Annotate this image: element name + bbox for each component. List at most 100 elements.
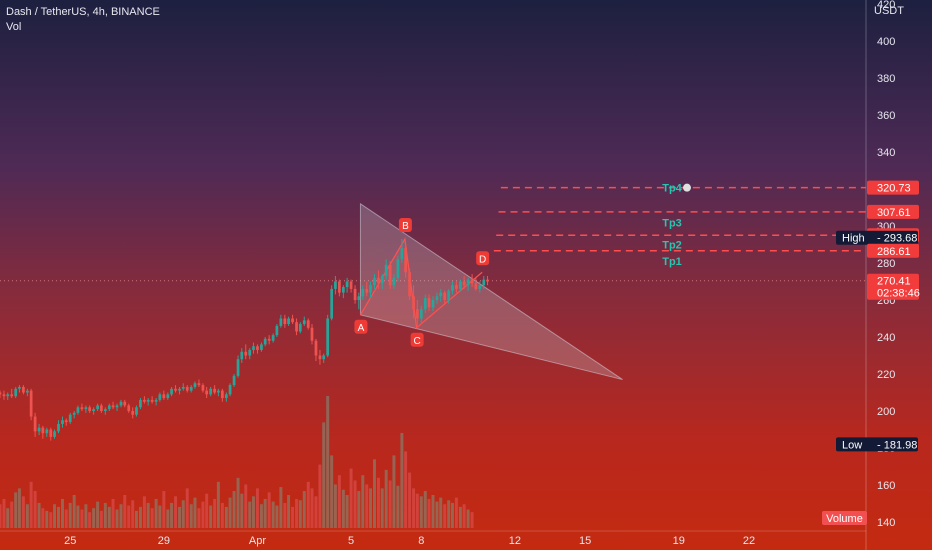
volume-bar — [10, 501, 14, 528]
price-badge — [867, 273, 919, 300]
candle-body — [185, 386, 189, 391]
volume-bar — [345, 495, 349, 528]
volume-bar — [193, 497, 197, 528]
candle-body — [338, 281, 341, 293]
volume-bar — [131, 500, 135, 528]
price-badge-value: 320.73 — [877, 183, 911, 195]
volume-bar — [14, 492, 18, 528]
badge-prefix: High — [842, 233, 865, 245]
volume-bar — [365, 484, 369, 528]
volume-bar — [306, 481, 310, 528]
volume-bar — [64, 509, 68, 528]
candle-body — [220, 390, 224, 399]
volume-indicator-label: Vol — [6, 21, 22, 33]
volume-bar — [404, 451, 408, 528]
volume-bar — [146, 502, 150, 528]
candle-body — [244, 351, 248, 356]
volume-bar — [396, 485, 400, 528]
candle-body — [271, 335, 275, 341]
volume-bar — [216, 481, 220, 528]
candle-body — [154, 399, 158, 402]
volume-bar — [29, 481, 33, 528]
pattern-point-badge — [398, 217, 412, 232]
volume-bar — [49, 512, 53, 528]
volume-bar — [33, 491, 37, 528]
candle-body — [143, 399, 146, 402]
volume-bar — [470, 512, 474, 528]
volume-bar — [412, 488, 416, 528]
volume-bar — [0, 504, 2, 528]
candle-body — [443, 292, 447, 300]
volume-bar — [119, 504, 123, 528]
pattern-point-badge — [354, 319, 368, 334]
pattern-point-label: D — [479, 254, 486, 265]
candle-body — [84, 407, 88, 410]
candle-body — [275, 325, 279, 336]
candle-body — [470, 279, 474, 284]
volume-bar — [236, 477, 240, 528]
candle-body — [213, 388, 216, 393]
candle-body — [0, 392, 2, 395]
candle-body — [451, 285, 454, 291]
volume-bar — [443, 504, 447, 528]
candle-body — [99, 405, 103, 411]
candle-body — [256, 346, 259, 350]
volume-bar — [392, 455, 396, 528]
target-label: Tp4 — [662, 183, 682, 195]
candle-body — [369, 285, 372, 293]
volume-bar — [150, 508, 154, 528]
high-badge — [836, 230, 918, 245]
candle-body — [396, 259, 400, 278]
candle-body — [431, 300, 435, 308]
target-label: Tp2 — [662, 240, 682, 252]
candle-body — [435, 296, 439, 300]
candle-body — [33, 416, 37, 432]
volume-bar — [400, 432, 404, 528]
volume-bar — [170, 502, 174, 528]
candle-body — [486, 279, 489, 282]
candle-body — [353, 288, 357, 300]
time-tick-label: 15 — [579, 535, 591, 547]
volume-bar — [283, 502, 287, 528]
candle-body — [459, 281, 462, 289]
volume-bar — [267, 492, 271, 528]
volume-bar — [373, 459, 376, 528]
volume-legend-badge — [822, 511, 867, 525]
candle-body — [423, 298, 427, 310]
candle-body — [252, 346, 255, 350]
candle-body — [68, 414, 72, 423]
candle-body — [139, 399, 142, 408]
volume-bar — [439, 497, 443, 528]
volume-bar — [224, 506, 228, 528]
volume-bar — [466, 509, 470, 528]
volume-bar — [384, 469, 388, 528]
candle-body — [427, 298, 431, 308]
candle-body — [193, 383, 197, 387]
candle-body — [322, 355, 326, 360]
volume-bar — [388, 480, 392, 528]
volume-bar — [310, 488, 314, 528]
volume-bar — [88, 512, 92, 528]
volume-bar — [61, 498, 64, 528]
volume-bar — [314, 496, 318, 528]
candle-body — [365, 288, 369, 293]
price-badge-value: 307.61 — [877, 207, 911, 219]
price-badge — [867, 204, 919, 219]
candle-body — [29, 390, 33, 417]
candle-body — [415, 309, 419, 319]
volume-bar — [96, 501, 100, 528]
candle-body — [146, 399, 150, 402]
candle-body — [26, 390, 29, 393]
volume-bar — [138, 506, 142, 528]
volume-bar — [244, 484, 248, 528]
candle-body — [267, 338, 271, 341]
volume-bar — [450, 502, 454, 528]
candle-body — [310, 327, 314, 341]
candle-body — [341, 287, 345, 293]
volume-bar — [376, 477, 380, 528]
candle-body — [115, 405, 119, 408]
candle-body — [295, 322, 298, 332]
candle-body — [103, 409, 107, 411]
